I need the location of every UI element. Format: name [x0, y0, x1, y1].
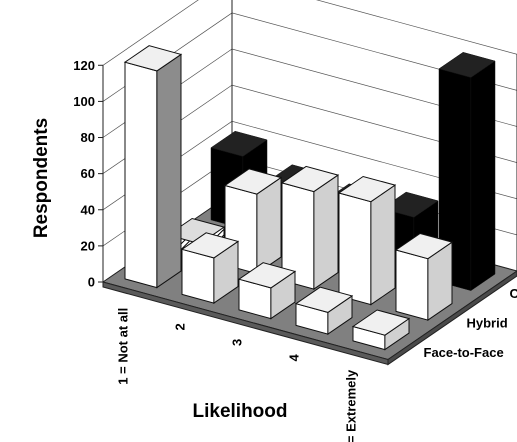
- bar-top: [438, 52, 496, 78]
- bar-front: [124, 61, 158, 289]
- bar-hybrid-3: [280, 165, 340, 291]
- bar-top: [210, 130, 268, 157]
- y-tick-60: 60: [81, 166, 95, 181]
- x-tick-3: 3: [230, 339, 245, 346]
- floor-side-edge: [387, 270, 517, 366]
- x-tick-4: 4: [287, 353, 302, 361]
- bar-online-5-extremely: [438, 52, 496, 292]
- bar-front: [181, 248, 215, 304]
- y-tick-100: 100: [73, 94, 95, 109]
- bar-top: [180, 232, 240, 259]
- x-tick-2: 2: [173, 323, 188, 330]
- bar-side: [470, 60, 496, 292]
- bar-side: [313, 174, 339, 291]
- bar-top: [123, 45, 183, 72]
- x-tick-1-not-at-all: 1 = Not at all: [116, 308, 131, 385]
- gridline-120: [102, 0, 517, 66]
- bar-top: [223, 168, 283, 195]
- bar-top: [381, 191, 439, 218]
- bar-front: [338, 192, 372, 306]
- y-axis-title: Respondents: [31, 118, 52, 238]
- y-tick-120: 120: [73, 58, 95, 73]
- z-tick-hybrid: Hybrid: [467, 315, 508, 330]
- y-tick-80: 80: [81, 130, 95, 145]
- bar-hybrid-4: [337, 175, 397, 306]
- bar-face-to-face-3: [237, 262, 297, 320]
- bars: [123, 45, 496, 351]
- bar-side: [370, 184, 396, 306]
- y-tick-0: 0: [88, 275, 95, 290]
- bar-top: [294, 286, 354, 313]
- y-tick-20: 20: [81, 238, 95, 253]
- bar-face-to-face-2: [180, 232, 240, 305]
- z-tick-face-to-face: Face-to-Face: [424, 345, 504, 360]
- bar-top: [166, 217, 226, 245]
- labels: Respondents Likelihood 0 20 40 60 80 100 120 1 …: [31, 58, 517, 442]
- bar-front: [395, 249, 429, 321]
- bar-face-to-face-1-not-at-all: [123, 45, 183, 289]
- bar-top: [394, 232, 454, 260]
- bar-face-to-face-4: [294, 286, 354, 336]
- bar-top: [337, 175, 397, 203]
- z-tick-online: Online: [510, 286, 517, 301]
- y-tick-40: 40: [81, 202, 95, 217]
- bar-face-to-face-5-extremely: [351, 309, 411, 351]
- bar-top: [351, 309, 411, 336]
- bar-hybrid-5-extremely: [394, 232, 454, 322]
- x-tick-5-extremely: 5 = Extremely: [344, 369, 359, 442]
- bar-top: [237, 262, 297, 289]
- bar-side: [156, 53, 182, 289]
- bar-top: [280, 165, 340, 193]
- x-axis-title: Likelihood: [193, 401, 288, 422]
